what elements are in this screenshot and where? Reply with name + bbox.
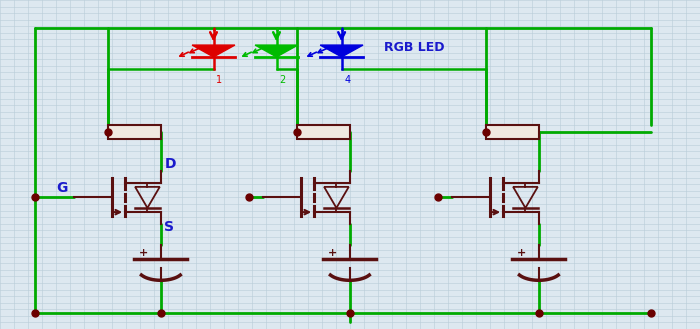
Text: G: G — [56, 182, 67, 195]
Bar — [108, 125, 161, 139]
Text: +: + — [517, 248, 526, 258]
Polygon shape — [192, 45, 235, 57]
Text: 2: 2 — [279, 75, 285, 85]
Polygon shape — [255, 45, 298, 57]
Text: +: + — [139, 248, 148, 258]
Text: 4: 4 — [344, 75, 350, 85]
Bar — [486, 125, 539, 139]
Bar — [298, 125, 350, 139]
Text: 1: 1 — [216, 75, 222, 85]
Text: D: D — [164, 157, 176, 171]
Polygon shape — [320, 45, 363, 57]
Text: RGB LED: RGB LED — [384, 41, 444, 54]
Text: +: + — [328, 248, 337, 258]
Text: S: S — [164, 220, 174, 234]
